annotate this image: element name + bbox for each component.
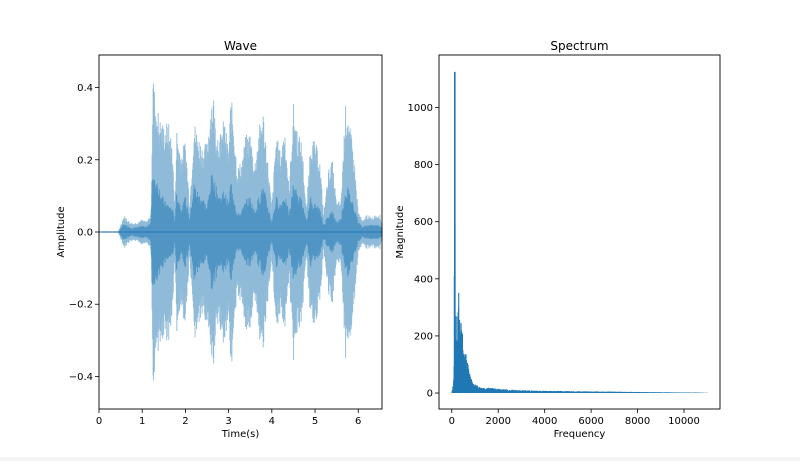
spectrum-x-tick-label: 4000 bbox=[532, 416, 557, 427]
wave-title: Wave bbox=[224, 39, 257, 53]
wave-plot: 0 1 2 3 4 5 6 0.4 0.2 0.0 −0.2 −0.4 Wave Time(s) A… bbox=[56, 39, 383, 440]
wave-y-label: Amplitude bbox=[56, 206, 67, 257]
wave-x-tick-label: 1 bbox=[139, 416, 145, 427]
wave-x-tick-label: 6 bbox=[355, 416, 361, 427]
spectrum-y-label: Magnitude bbox=[395, 206, 406, 259]
wave-y-tick-label: −0.4 bbox=[69, 372, 93, 383]
spectrum-x-label: Frequency bbox=[554, 429, 606, 440]
spectrum-y-tick-label: 0 bbox=[427, 389, 433, 400]
bottom-strip bbox=[0, 457, 800, 461]
wave-x-tick-label: 4 bbox=[269, 416, 275, 427]
spectrum-x-tick-label: 0 bbox=[449, 416, 455, 427]
spectrum-x-tick-label: 8000 bbox=[625, 416, 650, 427]
spectrum-y-tick-label: 1000 bbox=[408, 103, 433, 114]
wave-x-tick-label: 5 bbox=[312, 416, 318, 427]
spectrum-y-tick-label: 800 bbox=[414, 160, 433, 171]
spectrum-plot-area bbox=[439, 55, 720, 409]
wave-y-tick-label: 0.0 bbox=[77, 228, 93, 239]
spectrum-y-axis: 0 200 400 600 800 1000 bbox=[408, 103, 439, 400]
wave-x-tick-label: 2 bbox=[182, 416, 188, 427]
spectrum-title: Spectrum bbox=[550, 39, 608, 53]
wave-y-tick-label: 0.2 bbox=[77, 155, 93, 166]
spectrum-marks bbox=[451, 71, 708, 394]
wave-x-tick-label: 3 bbox=[225, 416, 231, 427]
wave-y-tick-label: −0.2 bbox=[69, 300, 93, 311]
wave-x-tick-label: 0 bbox=[96, 416, 102, 427]
spectrum-y-tick-label: 200 bbox=[414, 331, 433, 342]
spectrum-plot-frame bbox=[438, 54, 721, 410]
spectrum-x-tick-label: 10000 bbox=[668, 416, 700, 427]
spectrum-x-tick-label: 6000 bbox=[578, 416, 603, 427]
wave-x-label: Time(s) bbox=[221, 429, 260, 440]
spectrum-y-tick-label: 600 bbox=[414, 217, 433, 228]
spectrum-plot: 0 2000 4000 6000 8000 10000 0 200 400 600 800 1000… bbox=[395, 39, 721, 440]
spectrum-x-axis: 0 2000 4000 6000 8000 10000 bbox=[449, 409, 700, 427]
wave-y-axis: 0.4 0.2 0.0 −0.2 −0.4 bbox=[69, 83, 99, 383]
spectrum-y-tick-label: 400 bbox=[414, 274, 433, 285]
wave-y-tick-label: 0.4 bbox=[77, 83, 93, 94]
spectrum-magnitude-line bbox=[451, 126, 708, 394]
wave-x-axis: 0 1 2 3 4 5 6 bbox=[96, 409, 361, 427]
spectrum-x-tick-label: 2000 bbox=[485, 416, 510, 427]
